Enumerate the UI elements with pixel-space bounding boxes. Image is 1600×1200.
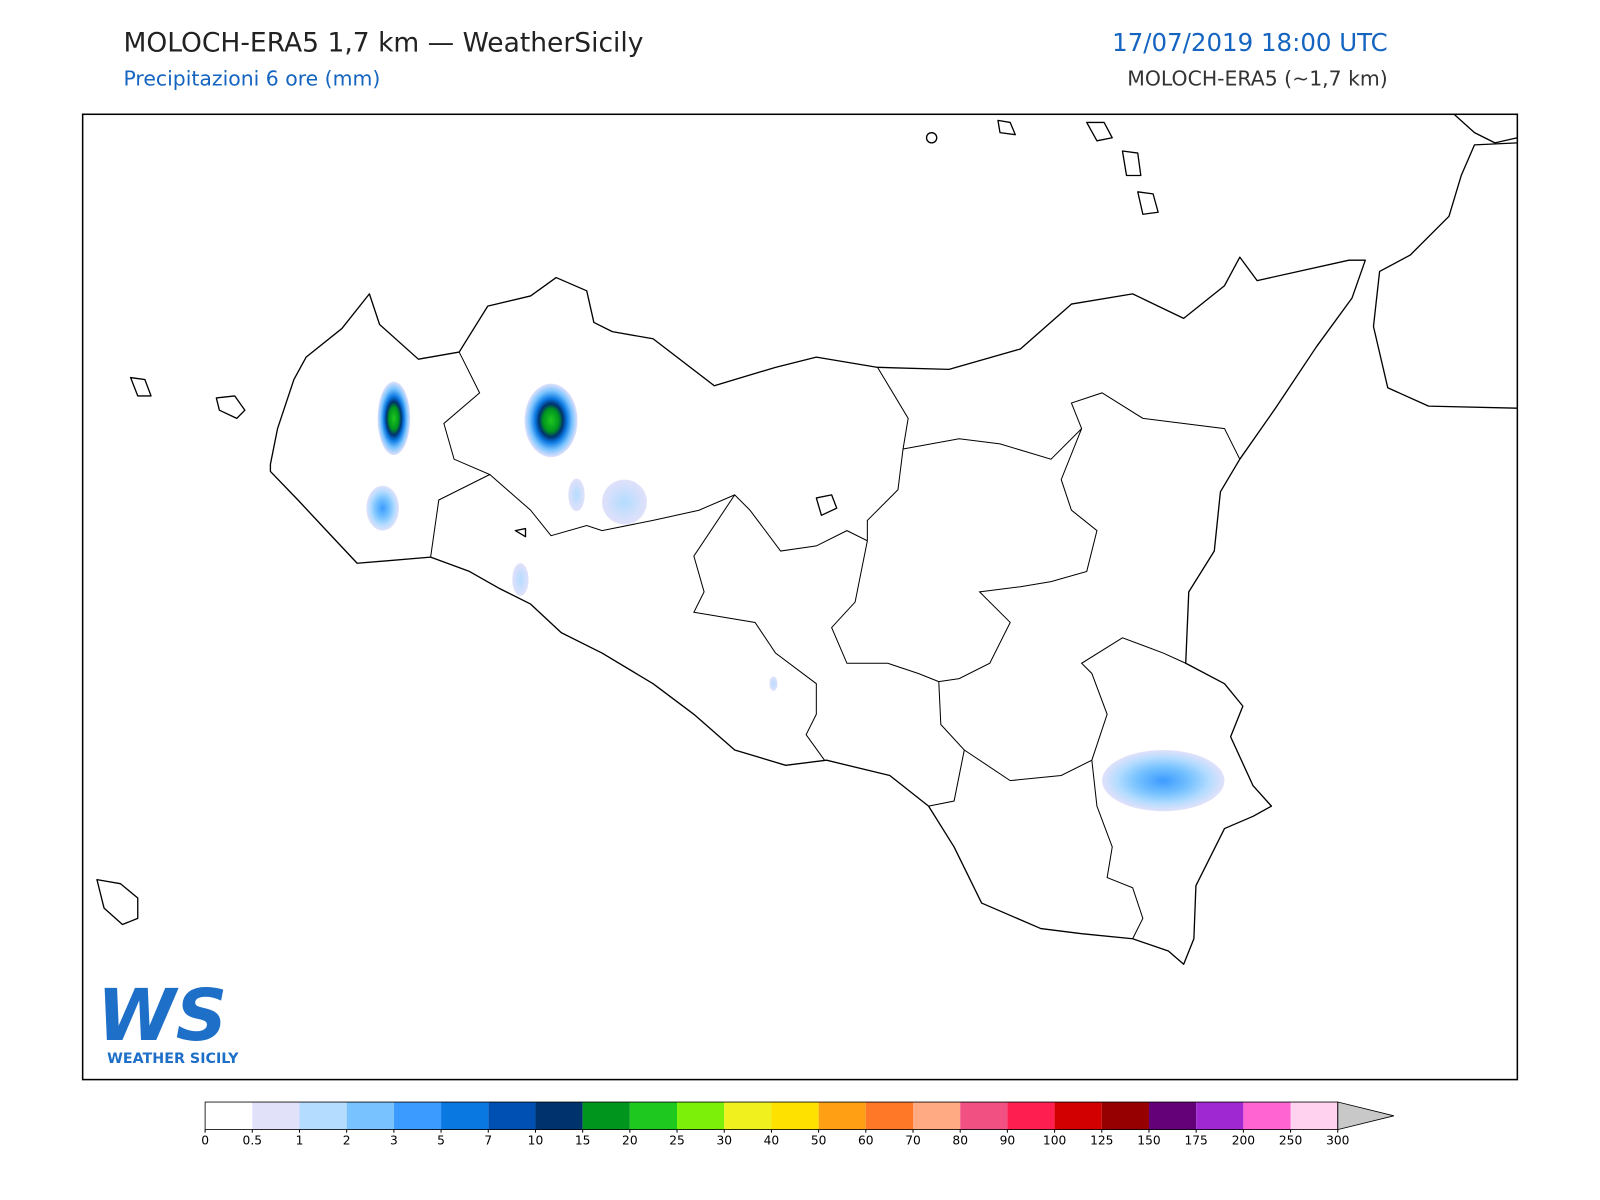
precip-area (1102, 750, 1225, 812)
tick-label: 90 (1000, 1133, 1016, 1147)
color-bin (582, 1102, 630, 1130)
islands (96, 119, 1159, 926)
calabria-coast (1453, 113, 1518, 144)
tick-label: 0.5 (243, 1133, 262, 1147)
tick-label: 7 (484, 1133, 492, 1147)
logo: WS WEATHER SICILY (97, 974, 239, 1067)
tick-label: 150 (1137, 1133, 1160, 1147)
tick-label: 3 (390, 1133, 398, 1147)
color-bin (960, 1102, 1008, 1130)
colorbar-extension (1337, 1101, 1394, 1131)
color-bin (677, 1102, 725, 1130)
color-bin (205, 1102, 253, 1130)
color-bin (441, 1102, 489, 1130)
tick-label: 2 (343, 1133, 351, 1147)
tick-label: 20 (622, 1133, 638, 1147)
color-bin (1196, 1102, 1244, 1130)
tick-label: 30 (716, 1133, 732, 1147)
precip-area (377, 381, 411, 456)
color-bin (488, 1102, 536, 1130)
color-bin (629, 1102, 678, 1130)
map-frame (81, 113, 1519, 1081)
province-border (430, 351, 1241, 940)
tick-label: 250 (1279, 1133, 1302, 1147)
color-bin (1007, 1102, 1055, 1130)
precip-area (568, 478, 585, 512)
tick-label: 10 (528, 1133, 544, 1147)
precip-area (602, 479, 647, 525)
tick-label: 100 (1043, 1133, 1066, 1147)
sicily-coast (269, 256, 1366, 965)
color-bin (1290, 1102, 1338, 1130)
tick-label: 80 (952, 1133, 968, 1147)
precip-area (512, 563, 529, 596)
tick-label: 200 (1232, 1133, 1255, 1147)
tick-label: 15 (575, 1133, 591, 1147)
map (81, 113, 1519, 1081)
logo-mark: WS (97, 974, 227, 1057)
precip-area (524, 383, 578, 458)
tick-label: 60 (858, 1133, 874, 1147)
calabria-coast (1372, 142, 1518, 409)
color-bin (865, 1102, 914, 1130)
title: MOLOCH-ERA5 1,7 km — WeatherSicily (123, 27, 643, 58)
tick-label: 175 (1184, 1133, 1207, 1147)
color-bin (1054, 1102, 1102, 1130)
color-bin (299, 1102, 347, 1130)
color-bin (1101, 1102, 1149, 1130)
tick-label: 0 (201, 1133, 209, 1147)
color-bin (1243, 1102, 1291, 1130)
tick-label: 125 (1090, 1133, 1113, 1147)
color-bin (1148, 1102, 1197, 1130)
tick-label: 300 (1326, 1133, 1349, 1147)
model: MOLOCH-ERA5 (~1,7 km) (1127, 67, 1387, 91)
date: 17/07/2019 18:00 UTC (1112, 28, 1388, 57)
colorbar: 0 0.5 1 2 3 5 7 10 15 20 25 30 40 50 60 70 80 90 100 125 150… (201, 1101, 1394, 1147)
tick-label: 50 (811, 1133, 827, 1147)
color-bin (818, 1102, 866, 1130)
precip-area (366, 485, 399, 531)
color-bin (913, 1102, 961, 1130)
color-bin (393, 1102, 442, 1130)
color-bin (346, 1102, 394, 1130)
precip-area (769, 676, 778, 691)
color-bin (771, 1102, 819, 1130)
color-bin (724, 1102, 772, 1130)
color-bin (252, 1102, 300, 1130)
tick-label: 1 (296, 1133, 304, 1147)
subtitle: Precipitazioni 6 ore (mm) (123, 67, 380, 91)
tick-label: 40 (764, 1133, 780, 1147)
color-bin (535, 1102, 583, 1130)
tick-label: 70 (905, 1133, 921, 1147)
logo-text: WEATHER SICILY (107, 1051, 239, 1067)
tick-label: 25 (669, 1133, 685, 1147)
tick-label: 5 (437, 1133, 445, 1147)
